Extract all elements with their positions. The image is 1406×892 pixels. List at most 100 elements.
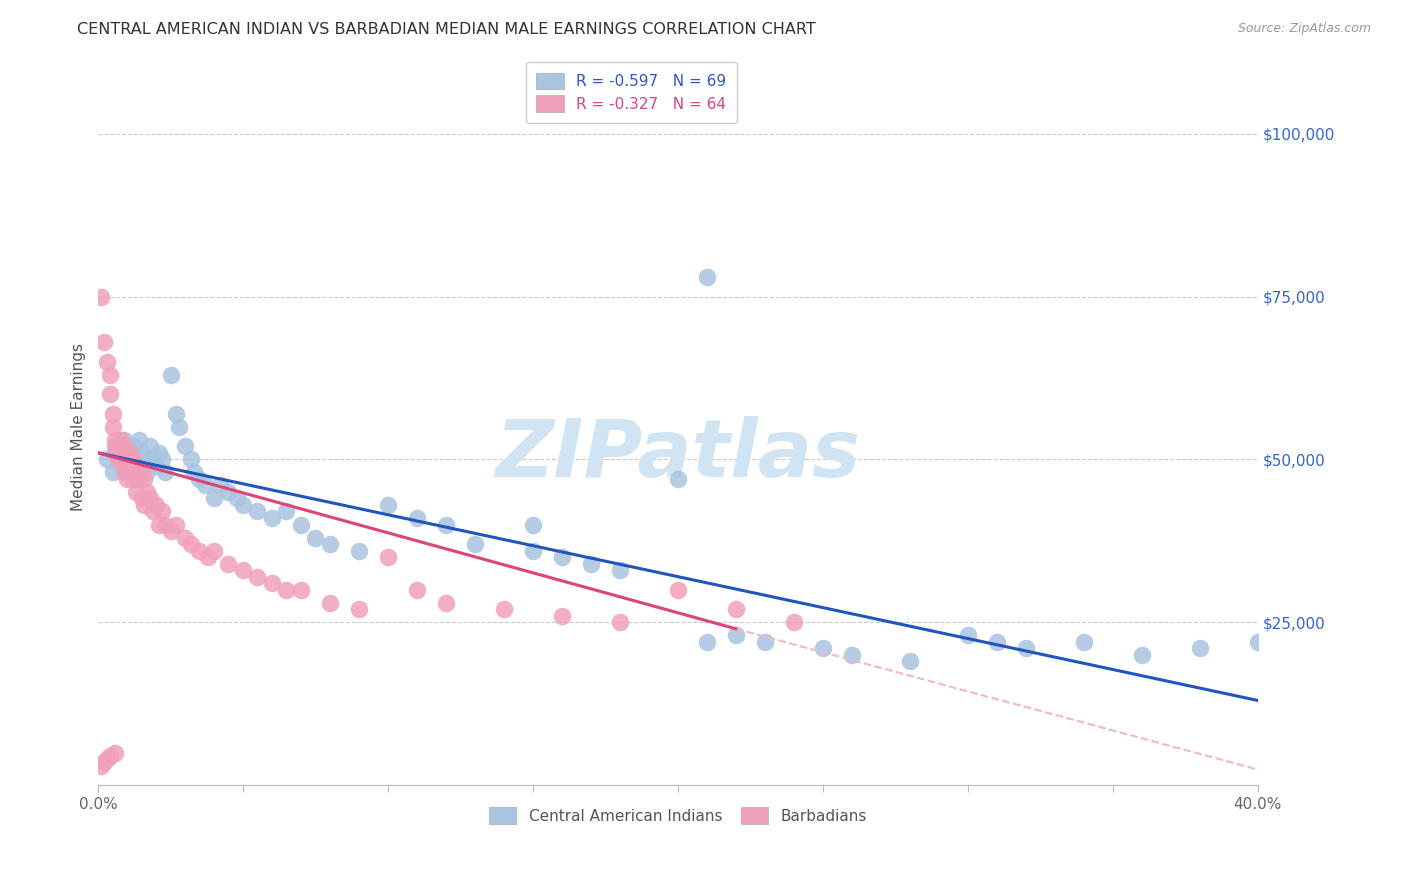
- Legend: Central American Indians, Barbadians: Central American Indians, Barbadians: [478, 797, 877, 835]
- Point: [232, 563, 254, 577]
- Point: [522, 543, 544, 558]
- Point: [104, 433, 127, 447]
- Point: [319, 596, 342, 610]
- Point: [139, 491, 162, 506]
- Point: [246, 504, 269, 518]
- Point: [128, 433, 150, 447]
- Point: [142, 504, 165, 518]
- Point: [1073, 634, 1095, 648]
- Point: [208, 478, 231, 492]
- Point: [90, 758, 112, 772]
- Point: [783, 615, 806, 630]
- Point: [180, 452, 202, 467]
- Point: [118, 458, 141, 473]
- Point: [276, 582, 298, 597]
- Point: [167, 419, 190, 434]
- Point: [96, 752, 118, 766]
- Point: [319, 537, 342, 551]
- Point: [218, 485, 240, 500]
- Point: [1246, 634, 1268, 648]
- Point: [986, 634, 1008, 648]
- Point: [115, 466, 138, 480]
- Point: [347, 602, 370, 616]
- Point: [165, 517, 187, 532]
- Point: [121, 439, 143, 453]
- Text: CENTRAL AMERICAN INDIAN VS BARBADIAN MEDIAN MALE EARNINGS CORRELATION CHART: CENTRAL AMERICAN INDIAN VS BARBADIAN MED…: [77, 22, 815, 37]
- Point: [1188, 641, 1211, 656]
- Point: [188, 472, 211, 486]
- Point: [112, 452, 135, 467]
- Point: [139, 439, 162, 453]
- Point: [260, 511, 283, 525]
- Point: [107, 446, 129, 460]
- Point: [118, 452, 141, 467]
- Point: [246, 569, 269, 583]
- Point: [118, 446, 141, 460]
- Point: [180, 537, 202, 551]
- Point: [898, 654, 921, 668]
- Text: ZIPatlas: ZIPatlas: [495, 417, 860, 494]
- Point: [304, 531, 326, 545]
- Point: [110, 452, 132, 467]
- Point: [131, 491, 153, 506]
- Point: [150, 504, 173, 518]
- Point: [112, 433, 135, 447]
- Point: [174, 439, 197, 453]
- Point: [98, 748, 121, 763]
- Point: [115, 442, 138, 457]
- Point: [121, 472, 143, 486]
- Point: [464, 537, 486, 551]
- Point: [696, 634, 718, 648]
- Point: [101, 407, 124, 421]
- Point: [551, 608, 574, 623]
- Point: [290, 582, 312, 597]
- Point: [112, 466, 135, 480]
- Point: [98, 387, 121, 401]
- Point: [232, 498, 254, 512]
- Point: [492, 602, 515, 616]
- Point: [98, 368, 121, 382]
- Point: [1130, 648, 1153, 662]
- Point: [226, 491, 249, 506]
- Point: [90, 289, 112, 303]
- Point: [377, 550, 399, 565]
- Point: [96, 452, 118, 467]
- Point: [115, 472, 138, 486]
- Y-axis label: Median Male Earnings: Median Male Earnings: [72, 343, 86, 511]
- Point: [101, 466, 124, 480]
- Point: [260, 576, 283, 591]
- Point: [134, 452, 156, 467]
- Point: [522, 517, 544, 532]
- Point: [165, 407, 187, 421]
- Point: [131, 458, 153, 473]
- Point: [406, 582, 429, 597]
- Point: [110, 433, 132, 447]
- Point: [125, 485, 148, 500]
- Text: Source: ZipAtlas.com: Source: ZipAtlas.com: [1237, 22, 1371, 36]
- Point: [136, 466, 159, 480]
- Point: [136, 485, 159, 500]
- Point: [406, 511, 429, 525]
- Point: [153, 517, 176, 532]
- Point: [96, 354, 118, 368]
- Point: [142, 452, 165, 467]
- Point: [666, 472, 689, 486]
- Point: [159, 524, 181, 538]
- Point: [145, 498, 167, 512]
- Point: [724, 628, 747, 642]
- Point: [434, 596, 457, 610]
- Point: [118, 466, 141, 480]
- Point: [754, 634, 776, 648]
- Point: [110, 439, 132, 453]
- Point: [377, 498, 399, 512]
- Point: [148, 517, 170, 532]
- Point: [145, 458, 167, 473]
- Point: [202, 543, 225, 558]
- Point: [1014, 641, 1036, 656]
- Point: [93, 756, 115, 770]
- Point: [131, 466, 153, 480]
- Point: [112, 439, 135, 453]
- Point: [125, 449, 148, 463]
- Point: [183, 466, 205, 480]
- Point: [609, 563, 631, 577]
